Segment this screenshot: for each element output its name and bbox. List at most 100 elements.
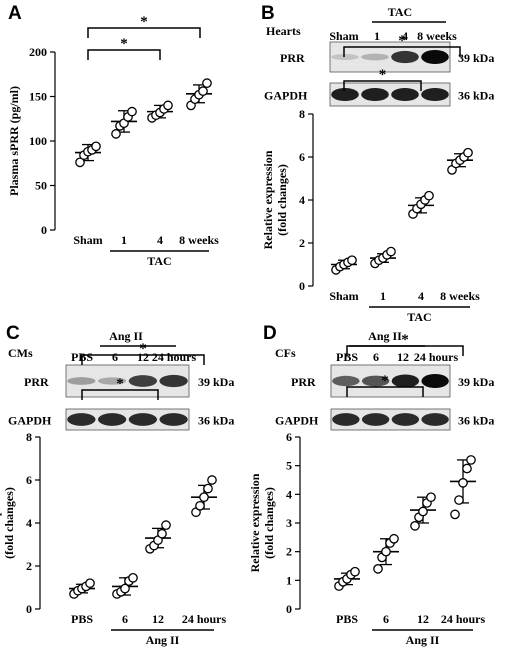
blot-band [97,413,127,426]
data-point [195,500,205,511]
blot-lane-label: 8 weeks [417,29,457,43]
blot-band [391,374,420,388]
x-tick-label: Sham [73,233,102,247]
blot-lane-label: PBS [336,350,358,364]
blot-band [332,375,360,387]
blot-strip [330,364,451,398]
y-tick-label: 6 [299,150,305,164]
y-tick-label: 0 [41,223,47,237]
data-point [381,546,391,557]
significance-bracket [87,27,201,38]
y-tick-label: 4 [286,487,292,501]
x-tick-label: 6 [383,612,389,626]
data-point [199,492,209,503]
y-axis-label: Relative expression [261,150,275,249]
y-tick-label: 2 [26,559,32,573]
y-tick-label: 0 [286,602,292,616]
blot-size-label: 36 kDa [458,414,494,428]
blot-band [421,413,449,426]
blot-tissue-label: Hearts [266,24,301,38]
blot-size-label: 39 kDa [198,375,234,389]
data-point [111,129,121,139]
blot-band [391,87,419,102]
blot-band [332,413,360,426]
significance-star: * [381,373,389,389]
data-point [120,583,130,594]
x-tick-label: 12 [417,612,429,626]
y-tick-label: 6 [286,430,292,444]
blot-lane-label: 1 [374,29,380,43]
data-point [424,190,434,201]
significance-bracket [81,389,159,400]
blot-protein-label: PRR [291,375,316,389]
data-point [450,509,460,520]
blot-size-label: 39 kDa [458,375,494,389]
blot-protein-label: GAPDH [275,414,319,428]
x-tick-label: 8 weeks [179,233,219,247]
data-point [202,78,212,89]
data-point [410,521,420,531]
blot-protein-label: PRR [280,51,305,65]
blot-lane-label: 24 hours [152,350,197,364]
blot-strip [329,82,451,107]
data-point [85,578,95,589]
scatter-plot: 0 2 4 6 8 Relative expression (fold changes) Sh… [261,33,480,324]
y-tick-label: 150 [29,90,47,104]
data-point [418,506,428,517]
blot-band [391,413,420,426]
blot-band [159,413,188,426]
blot-group-label: Ang II [368,329,402,343]
blot-lane-label: 6 [373,350,379,364]
blot-band [361,375,390,387]
blot-protein-label: PRR [24,375,49,389]
blot-band [67,413,96,426]
y-tick-label: 2 [286,545,292,559]
blot-group-label: Ang II [109,329,143,343]
data-point [350,566,360,577]
blot-tissue-label: CFs [275,346,296,360]
y-tick-label: 3 [286,516,292,530]
panel-label: B [261,3,275,24]
significance-star: * [379,67,387,83]
blot-lane-label: 4 [402,29,408,43]
significance-bracket [343,46,461,57]
blot-lane-label: Sham [329,29,358,43]
y-axis-label-unit: (fold changes) [262,487,276,559]
significance-bracket [81,354,205,365]
blot-lane-label: 12 [397,350,409,364]
data-point [462,463,472,474]
group-label: TAC [147,254,171,268]
data-point [458,478,468,488]
significance-bracket [87,49,161,60]
blot-tissue-label: CMs [8,346,33,360]
blot-lane-label: 6 [112,350,118,364]
blot-band [331,53,359,61]
y-axis-label-unit: (fold changes) [2,487,16,559]
x-tick-label: PBS [336,612,358,626]
group-label: Ang II [146,633,180,647]
blot-band [421,87,449,102]
data-point [463,147,473,158]
data-point [454,495,464,505]
western-blot: CFs Ang II PBS 6 12 24 hours PRR 39 kDa GAPDH 36 … [275,329,494,431]
y-tick-label: 5 [286,459,292,473]
blot-band [128,375,158,387]
blot-size-label: 36 kDa [198,414,234,428]
y-tick-label: 0 [299,279,305,293]
x-tick-label: 4 [418,289,424,303]
data-point [347,255,357,266]
x-tick-label: 24 hours [441,612,486,626]
panel-label: D [263,323,277,344]
significance-bracket [346,345,464,356]
blot-strip [65,408,190,431]
blot-band [361,53,389,61]
data-point [466,455,476,465]
y-tick-label: 200 [29,45,47,59]
data-point [128,572,138,583]
y-axis-label: Plasma sPRR (pg/ml) [7,86,21,196]
y-tick-label: 100 [29,134,47,148]
y-tick-label: 4 [26,516,32,530]
data-point [389,533,399,544]
